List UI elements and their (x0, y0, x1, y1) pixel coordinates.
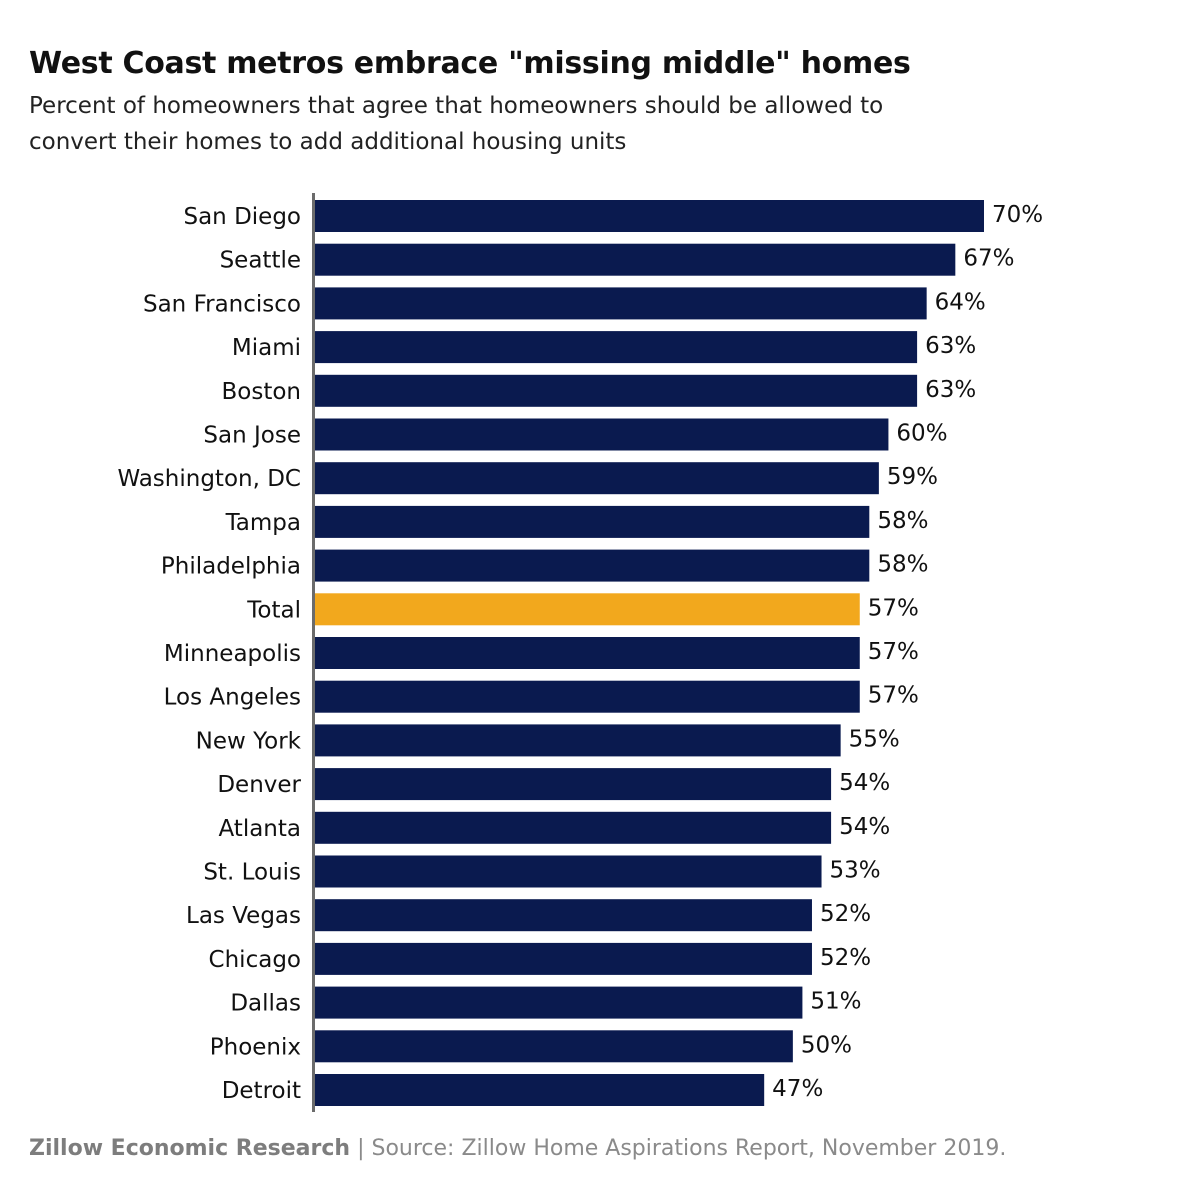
category-label: Los Angeles (164, 685, 301, 711)
category-label: San Diego (183, 204, 301, 230)
bar (315, 374, 918, 407)
category-label: San Jose (203, 423, 301, 449)
chart-subtitle: Percent of homeowners that agree that ho… (29, 93, 884, 155)
bar (315, 855, 822, 888)
data-label: 59% (887, 464, 938, 490)
chart-title: West Coast metros embrace "missing middl… (29, 46, 911, 81)
bar (315, 724, 841, 757)
data-label: 67% (963, 246, 1014, 272)
category-label: Chicago (209, 947, 301, 973)
bar (315, 200, 984, 232)
bar (315, 680, 860, 713)
category-label: Washington, DC (117, 466, 301, 492)
data-label: 57% (868, 595, 919, 621)
bar (315, 462, 879, 495)
footer-org: Zillow Economic Research (29, 1136, 351, 1161)
bar (315, 637, 860, 669)
data-label: 57% (868, 683, 919, 709)
category-label: Miami (232, 335, 301, 361)
data-label: 58% (877, 508, 928, 534)
data-label: 50% (801, 1032, 852, 1058)
bar (315, 505, 870, 538)
data-label: 63% (925, 377, 976, 403)
category-label: Philadelphia (161, 554, 301, 580)
category-label: Dallas (230, 991, 301, 1017)
category-label: Seattle (220, 248, 301, 274)
footer: Zillow Economic Research | Source: Zillo… (29, 1136, 1006, 1161)
data-label: 47% (772, 1076, 823, 1102)
bar (315, 899, 812, 932)
data-label: 70% (992, 202, 1043, 228)
bar (315, 768, 832, 801)
category-label: Denver (217, 772, 301, 798)
data-label: 54% (839, 814, 890, 840)
category-label: San Francisco (143, 291, 301, 317)
bar (315, 243, 956, 276)
bar (315, 986, 803, 1019)
data-label: 60% (896, 421, 947, 447)
category-label: Phoenix (210, 1034, 301, 1060)
data-label: 57% (868, 639, 919, 665)
category-label: Las Vegas (186, 903, 301, 929)
bar (315, 1030, 793, 1063)
data-label: 58% (877, 552, 928, 578)
bar (315, 287, 927, 320)
data-label: 52% (820, 945, 871, 971)
category-label: Minneapolis (164, 641, 301, 667)
data-label: 63% (925, 333, 976, 359)
category-label: New York (196, 728, 302, 754)
bar (315, 593, 860, 626)
category-label: St. Louis (203, 860, 301, 886)
bar (315, 418, 889, 451)
category-label: Boston (221, 379, 301, 405)
data-label: 53% (830, 858, 881, 884)
category-label: Tampa (225, 510, 301, 536)
category-label: Total (246, 597, 301, 623)
footer-source: Source: Zillow Home Aspirations Report, … (371, 1136, 1007, 1161)
data-label: 52% (820, 901, 871, 927)
bar (315, 811, 832, 844)
bar (315, 549, 870, 582)
category-label: Atlanta (218, 816, 301, 842)
data-label: 54% (839, 770, 890, 796)
data-label: 64% (935, 289, 986, 315)
bar (315, 942, 812, 975)
data-label: 55% (849, 726, 900, 752)
bar (315, 1074, 765, 1106)
footer-separator: | (357, 1136, 365, 1161)
data-label: 51% (810, 989, 861, 1015)
bar (315, 331, 918, 364)
category-label: Detroit (222, 1078, 301, 1104)
